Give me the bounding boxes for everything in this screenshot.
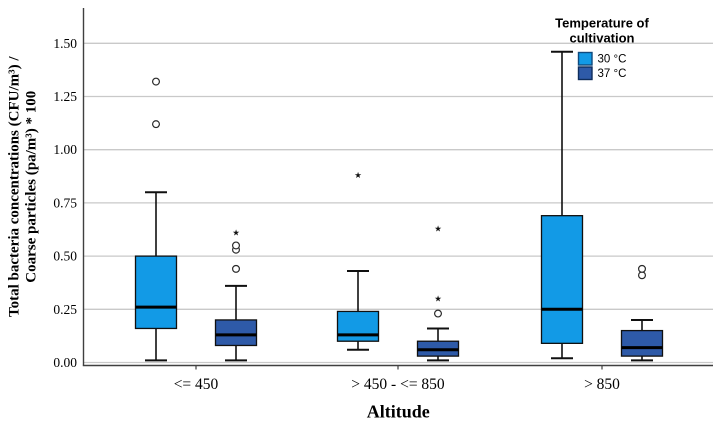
y-tick-label-0.75: 0.75 bbox=[53, 195, 77, 210]
outlier-star-series-1-cat-0-0: ★ bbox=[232, 229, 240, 239]
outlier-star-series-1-cat-1-0: ★ bbox=[434, 295, 442, 305]
box-series-0-cat-1 bbox=[336, 310, 380, 342]
y-axis-title-line-1: Total bacteria concentrations (CFU/m³) / bbox=[7, 56, 23, 317]
outlier-circle-series-1-cat-0-2 bbox=[232, 241, 241, 250]
y-tick-label-1.00: 1.00 bbox=[53, 142, 77, 157]
legend-title-line-1: Temperature of bbox=[555, 16, 649, 31]
x-category-label-0: <= 450 bbox=[174, 376, 219, 393]
legend-label-1: 37 °C bbox=[598, 68, 627, 80]
y-tick-label-0.50: 0.50 bbox=[53, 249, 77, 264]
y-tick-label-1.25: 1.25 bbox=[53, 89, 77, 104]
box-series-0-cat-2 bbox=[540, 215, 584, 344]
legend-title-line-2: cultivation bbox=[569, 31, 634, 46]
outlier-star-series-1-cat-1-1: ★ bbox=[434, 224, 442, 234]
outlier-circle-series-1-cat-1-0 bbox=[434, 309, 443, 318]
x-category-label-1: > 450 - <= 850 bbox=[351, 376, 445, 393]
y-axis-title-line-2: Coarse particles (pa/m³) * 100 bbox=[24, 91, 40, 283]
legend-swatch-1 bbox=[577, 66, 593, 81]
outlier-circle-series-0-cat-0-1 bbox=[152, 77, 161, 86]
outlier-circle-series-1-cat-2-1 bbox=[637, 264, 646, 273]
outlier-circle-series-1-cat-0-0 bbox=[232, 264, 241, 273]
legend-swatch-0 bbox=[577, 51, 593, 66]
legend-label-0: 30 °C bbox=[598, 54, 627, 66]
box-series-0-cat-0 bbox=[134, 255, 178, 330]
box-series-1-cat-0 bbox=[214, 319, 258, 347]
y-tick-label-1.50: 1.50 bbox=[53, 36, 77, 51]
outlier-star-series-0-cat-1-0: ★ bbox=[354, 171, 362, 181]
outlier-circle-series-1-cat-2-0 bbox=[637, 271, 646, 280]
x-axis-title: Altitude bbox=[367, 402, 430, 422]
box-series-1-cat-2 bbox=[620, 329, 664, 357]
y-tick-label-0.25: 0.25 bbox=[53, 302, 77, 317]
x-category-label-2: > 850 bbox=[584, 376, 620, 393]
outlier-circle-series-0-cat-0-0 bbox=[152, 120, 161, 129]
y-tick-label-0.00: 0.00 bbox=[53, 355, 77, 370]
